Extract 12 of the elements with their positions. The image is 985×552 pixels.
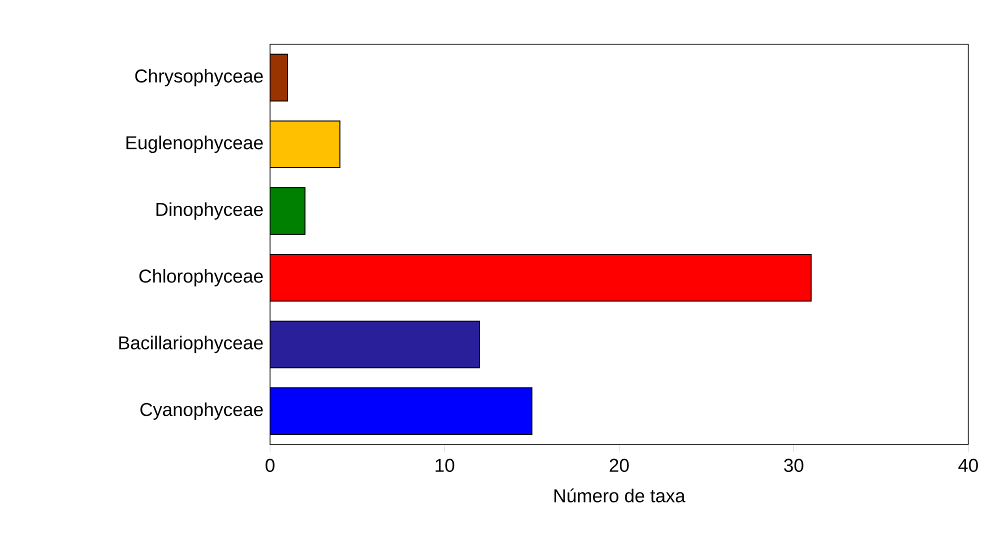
y-tick-label: Cyanophyceae bbox=[140, 402, 263, 420]
x-tick-label: 10 bbox=[436, 458, 454, 472]
y-tick-label: Euglenophyceae bbox=[126, 136, 263, 154]
y-tick-label: Chrysophyceae bbox=[135, 69, 263, 86]
x-tick-label: 20 bbox=[610, 458, 629, 472]
y-tick-label: Dinophyceae bbox=[156, 202, 263, 220]
x-axis-title: Número de taxa bbox=[554, 488, 686, 503]
x-tick-label: 0 bbox=[266, 458, 274, 472]
x-tick-label: 40 bbox=[958, 458, 978, 472]
x-tick-label: 30 bbox=[784, 458, 804, 472]
y-tick-label: Chlorophyceae bbox=[139, 269, 263, 287]
y-tick-label: Bacillariophyceae bbox=[119, 336, 263, 354]
